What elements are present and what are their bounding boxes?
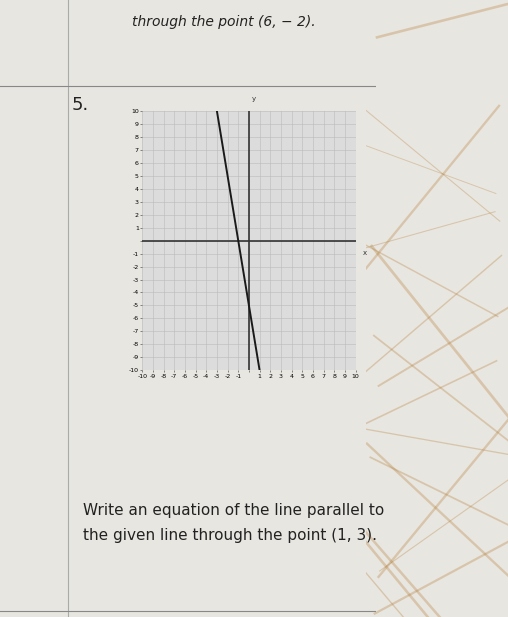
- Text: Write an equation of the line parallel to: Write an equation of the line parallel t…: [83, 503, 384, 518]
- Text: through the point (6, − 2).: through the point (6, − 2).: [132, 15, 315, 30]
- Text: x: x: [363, 250, 367, 255]
- Text: 5.: 5.: [72, 96, 89, 114]
- Text: the given line through the point (1, 3).: the given line through the point (1, 3).: [83, 528, 377, 542]
- Text: y: y: [252, 96, 256, 102]
